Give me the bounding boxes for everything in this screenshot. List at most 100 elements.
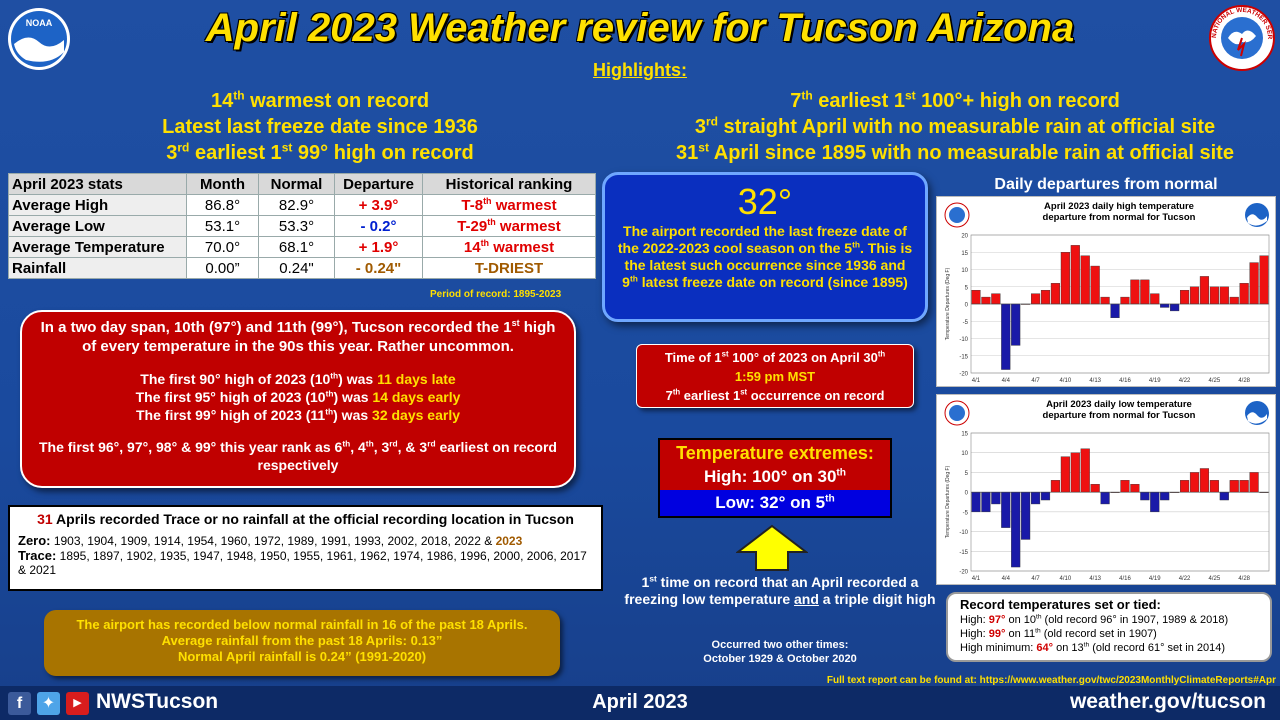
chart-bar <box>1130 279 1140 305</box>
footer-url[interactable]: weather.gov/tucson <box>1069 690 1266 713</box>
chart-bar <box>1239 283 1249 305</box>
rainfall-note-box: The airport has recorded below normal ra… <box>44 610 560 676</box>
low-departure-chart: April 2023 daily low temperature departur… <box>936 394 1276 585</box>
plot-frame <box>970 432 1270 572</box>
chart-title: April 2023 daily high temperature departu… <box>1043 201 1196 223</box>
chart-bar <box>1150 491 1160 513</box>
chart-bar <box>1060 456 1070 493</box>
y-tick-label: 10 <box>961 268 968 274</box>
twitter-icon[interactable]: ✦ <box>37 692 60 715</box>
nws-mini-logo <box>944 202 970 228</box>
youtube-icon[interactable]: ▶ <box>66 692 89 715</box>
x-tick-label: 4/22 <box>1179 378 1191 384</box>
month-value: 53.1° <box>186 215 259 237</box>
month-value: 70.0° <box>186 236 259 258</box>
normal-value: 68.1° <box>258 236 335 258</box>
month-value: 86.8° <box>186 194 259 216</box>
highlight-item: 7th earliest 1st 100°+ high on record <box>790 88 1120 112</box>
chart-bar <box>1209 480 1219 493</box>
x-tick-label: 4/19 <box>1149 378 1161 384</box>
column-header: Historical ranking <box>422 173 596 195</box>
departure-value: - 0.2° <box>334 215 423 237</box>
row-label: Average Low <box>8 215 187 237</box>
chart-bar <box>1040 289 1051 305</box>
stats-table: April 2023 stats Month Normal Departure … <box>8 173 596 279</box>
record-line: High: 97° on 10th (old record 96° in 190… <box>960 613 1229 626</box>
x-tick-label: 4/28 <box>1238 378 1250 384</box>
full-report-link[interactable]: Full text report can be found at: https:… <box>826 675 1276 686</box>
footer-date: April 2023 <box>592 691 688 713</box>
y-tick-label: -5 <box>963 510 969 516</box>
freeze-box: 32° The airport recorded the last freeze… <box>602 172 928 322</box>
chart-bar <box>1130 484 1140 493</box>
chart-bar <box>1100 491 1110 505</box>
highlight-item: 31st April since 1895 with no measurable… <box>676 140 1234 164</box>
y-axis-label: Temperature Departures (Deg F) <box>945 267 951 340</box>
chart-bar <box>1080 255 1090 305</box>
chart-bar <box>1229 296 1239 305</box>
y-tick-label: 10 <box>961 451 968 457</box>
low-departure-chart-svg: April 2023 daily low temperature departur… <box>944 399 1270 582</box>
y-tick-label: 5 <box>965 471 969 477</box>
first-100-line: Time of 1st 100° of 2023 on April 30th <box>664 349 886 365</box>
chart-bar <box>1249 472 1259 493</box>
chart-bar <box>1021 491 1031 540</box>
chart-bar <box>1110 303 1120 319</box>
occurred-line: Occurred two other times: <box>711 639 849 651</box>
x-tick-label: 4/7 <box>1031 576 1040 582</box>
chart-bar <box>1189 472 1200 493</box>
y-tick-label: -20 <box>959 372 968 378</box>
freeze-temperature: 32° <box>737 181 793 222</box>
y-tick-label: 0 <box>965 303 969 309</box>
extreme-low: Low: 32° on 5th <box>660 490 890 516</box>
rank-line: The first 96°, 97°, 98° & 99° this year … <box>38 438 557 473</box>
x-tick-label: 4/28 <box>1238 576 1250 582</box>
noaa-logo: NOAA <box>6 6 72 72</box>
chart-bar <box>1170 303 1180 312</box>
x-tick-label: 4/25 <box>1209 576 1221 582</box>
chart-bar <box>1189 286 1200 305</box>
ranking-value: T-8th warmest <box>422 194 596 216</box>
chart-bar <box>1011 303 1021 346</box>
chart-bar <box>1120 480 1130 493</box>
chart-bar <box>1070 245 1080 305</box>
chart-bar <box>1150 293 1160 305</box>
y-tick-label: -20 <box>959 570 968 576</box>
period-of-record: Period of record: 1895-2023 <box>430 289 562 300</box>
y-tick-label: 15 <box>961 432 968 438</box>
chart-bar <box>1209 286 1219 305</box>
facebook-icon[interactable]: f <box>8 692 31 715</box>
chart-bar <box>1030 293 1041 305</box>
extremes-high-panel: Temperature extremes: High: 100° on 30th <box>660 440 890 490</box>
trace-years: Trace: 1895, 1897, 1902, 1935, 1947, 194… <box>18 548 587 577</box>
ranking-value: T-29th warmest <box>422 215 596 237</box>
column-header: Normal <box>258 173 335 195</box>
normal-value: 82.9° <box>258 194 335 216</box>
zero-years: Zero: 1903, 1904, 1909, 1914, 1954, 1960… <box>18 533 523 548</box>
noaa-logo-text: NOAA <box>26 18 53 28</box>
normal-value: 0.24" <box>258 257 335 279</box>
y-tick-label: -10 <box>959 530 968 536</box>
column-header: Month <box>186 173 259 195</box>
ranking-value: T-DRIEST <box>422 257 596 279</box>
normal-value: 53.3° <box>258 215 335 237</box>
chart-bar <box>1030 491 1041 505</box>
chart-bar <box>1259 255 1269 305</box>
first-100-rank: 7th earliest 1st occurrence on record <box>665 387 885 403</box>
rainfall-note-line: The airport has recorded below normal ra… <box>76 617 528 632</box>
up-arrow-icon <box>735 524 809 572</box>
daily-departures-label: Daily departures from normal <box>994 176 1218 193</box>
first-100-box: Time of 1st 100° of 2023 on April 30th 1… <box>636 344 914 408</box>
chart-bar <box>1040 491 1051 501</box>
ranking-value: 14th warmest <box>422 236 596 258</box>
social-handle[interactable]: NWSTucson <box>96 690 219 713</box>
highlight-item: 14th warmest on record <box>210 88 430 112</box>
chart-bar <box>1090 484 1100 493</box>
chart-bar <box>1100 296 1110 305</box>
record-heading: Record temperatures set or tied: <box>960 597 1161 612</box>
y-tick-label: 20 <box>961 234 968 240</box>
chart-bar <box>1229 480 1239 493</box>
chart-bar <box>1080 448 1090 493</box>
x-tick-label: 4/13 <box>1089 378 1101 384</box>
page-title: April 2023 Weather review for Tucson Ari… <box>205 6 1075 50</box>
